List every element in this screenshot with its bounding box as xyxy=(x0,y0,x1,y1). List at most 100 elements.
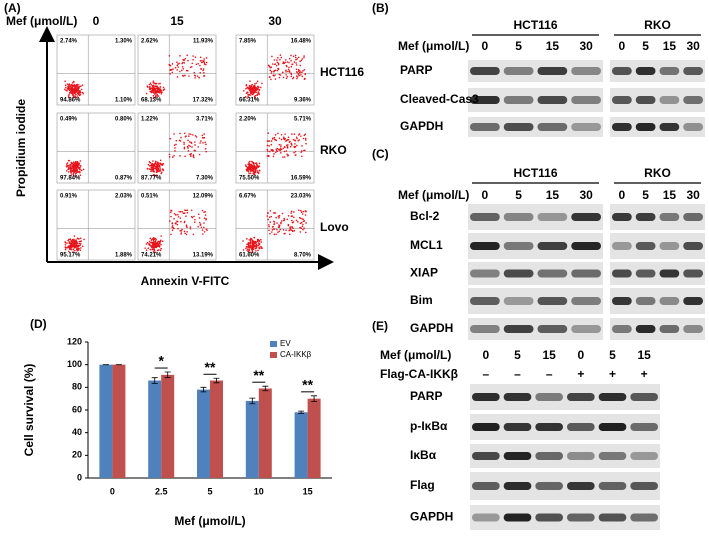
blot-band xyxy=(535,452,563,460)
blot-band xyxy=(571,297,601,305)
event-dot xyxy=(154,246,156,249)
event-dot xyxy=(202,233,204,235)
event-dot xyxy=(181,66,184,68)
event-dot xyxy=(190,152,193,155)
quadrant-percent: 6.67% xyxy=(239,194,257,200)
group-name: RKO xyxy=(644,18,671,32)
event-dot xyxy=(255,243,257,245)
event-dot xyxy=(253,164,256,167)
y-axis-label: Cell survival (%) xyxy=(22,364,36,457)
event-dot xyxy=(251,161,254,164)
event-dot xyxy=(268,229,270,232)
event-dot xyxy=(244,96,247,98)
event-dot xyxy=(272,155,275,158)
event-dot xyxy=(301,225,304,228)
event-dot xyxy=(175,143,177,146)
event-dot xyxy=(158,90,161,93)
dose: 0 xyxy=(619,39,626,53)
event-dot xyxy=(195,136,198,138)
dose: 0 xyxy=(619,188,626,202)
event-dot xyxy=(283,146,286,148)
event-dot xyxy=(293,133,296,135)
event-dot xyxy=(203,231,206,233)
event-dot xyxy=(282,156,284,158)
blot-band xyxy=(537,297,568,305)
lane-value: – xyxy=(546,367,553,381)
event-dot xyxy=(295,62,297,64)
event-dot xyxy=(272,225,274,228)
event-dot xyxy=(205,218,208,220)
blot-band xyxy=(612,213,632,221)
event-dot xyxy=(293,151,295,154)
blot-band xyxy=(659,213,680,221)
x-tick-label: 10 xyxy=(254,486,264,496)
event-dot xyxy=(79,165,82,167)
event-dot xyxy=(157,95,160,97)
dose: 15 xyxy=(663,188,677,202)
event-dot xyxy=(269,69,272,72)
flow-plot xyxy=(137,112,217,184)
event-dot xyxy=(252,248,254,251)
event-dot xyxy=(76,237,79,239)
event-dot xyxy=(181,210,184,213)
event-dot xyxy=(283,156,286,158)
blot-band xyxy=(535,482,563,490)
event-dot xyxy=(297,56,300,59)
blot-band xyxy=(635,96,656,104)
blot-band xyxy=(537,96,568,104)
event-dot xyxy=(156,90,158,92)
event-dot xyxy=(286,61,289,63)
event-dot xyxy=(189,153,192,156)
blot-band xyxy=(635,123,656,131)
event-dot xyxy=(148,88,151,90)
event-dot xyxy=(171,229,174,231)
event-dot xyxy=(268,140,271,142)
event-dot xyxy=(251,86,254,89)
event-dot xyxy=(66,162,69,164)
event-dot xyxy=(284,137,286,140)
event-dot xyxy=(280,133,283,136)
event-dot xyxy=(154,244,157,246)
event-dot xyxy=(252,170,255,172)
event-dot xyxy=(255,249,257,252)
blot-band xyxy=(503,67,534,75)
flow-plot xyxy=(235,112,315,184)
event-dot xyxy=(169,137,172,140)
blot-band xyxy=(567,513,595,522)
blot-band xyxy=(612,67,632,75)
event-dot xyxy=(177,215,180,218)
event-dot xyxy=(272,212,275,214)
event-dot xyxy=(64,80,66,82)
event-dot xyxy=(267,140,269,142)
event-dot xyxy=(192,58,194,61)
event-dot xyxy=(290,142,293,145)
event-dot xyxy=(70,239,73,242)
quadrant-percent: 0.51% xyxy=(141,194,159,200)
event-dot xyxy=(249,239,252,242)
event-dot xyxy=(254,82,256,85)
event-dot xyxy=(269,232,271,235)
event-dot xyxy=(181,62,183,65)
event-dot xyxy=(267,150,269,152)
blot-background xyxy=(610,117,705,137)
event-dot xyxy=(278,137,281,140)
event-dot xyxy=(204,141,206,144)
dose: 15 xyxy=(546,188,560,202)
quadrant-percent: 97.84% xyxy=(60,176,81,182)
x-tick-label: 2.5 xyxy=(155,486,168,496)
event-dot xyxy=(256,165,258,167)
event-dot xyxy=(154,89,157,92)
quadrant-percent: 16.59% xyxy=(291,176,312,182)
event-dot xyxy=(162,86,165,89)
event-dot xyxy=(200,226,203,229)
dose: 5 xyxy=(515,39,522,53)
event-dot xyxy=(177,63,179,65)
event-dot xyxy=(260,241,263,243)
event-dot xyxy=(278,230,281,233)
event-dot xyxy=(285,69,287,71)
event-dot xyxy=(65,86,67,89)
blot-band xyxy=(571,242,601,250)
event-dot xyxy=(152,160,154,162)
event-dot xyxy=(64,248,67,251)
event-dot xyxy=(73,162,76,165)
